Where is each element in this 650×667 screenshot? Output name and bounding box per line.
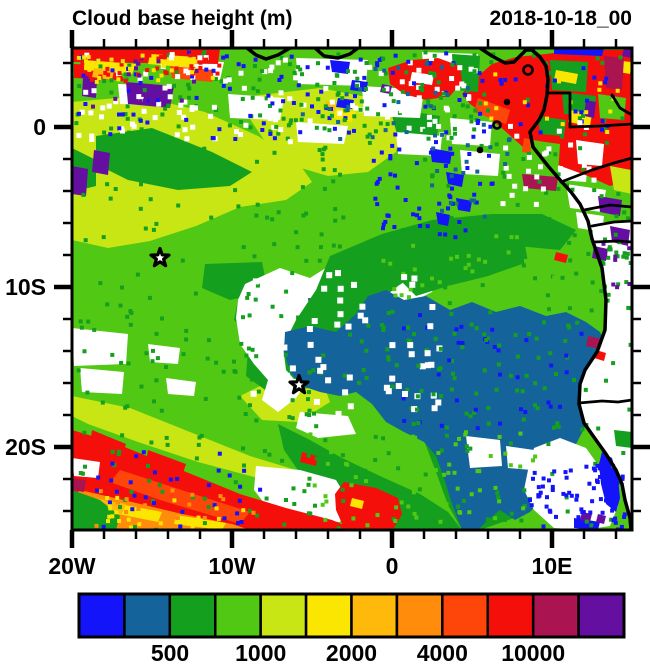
x-tick-label-20w: 20W [48, 553, 96, 579]
colorbar-label-10000: 10000 [501, 640, 565, 666]
plot-title: Cloud base height (m) [72, 7, 293, 30]
y-tick-label-0: 0 [33, 114, 46, 140]
plot-timestamp: 2018-10-18_00 [490, 7, 632, 30]
x-tick-label-10w: 10W [208, 553, 256, 579]
colorbar-label-4000: 4000 [417, 640, 468, 666]
map-field [72, 48, 632, 530]
coastline-and-borders [245, 48, 632, 530]
colorbar-label-2000: 2000 [326, 640, 377, 666]
y-axis-tick-labels: 0 10S 20S [5, 114, 46, 460]
y-tick-label-20s: 20S [5, 434, 46, 460]
colorbar-tick-labels: 500 1000 2000 4000 10000 [151, 640, 565, 666]
x-tick-label-10e: 10E [532, 553, 573, 579]
x-tick-label-0: 0 [386, 553, 399, 579]
open-star-marker [149, 246, 171, 268]
colorbar [77, 592, 626, 639]
axis-frame-and-ticks [54, 30, 650, 548]
x-axis-tick-labels: 20W 10W 0 10E [48, 553, 572, 579]
star-markers [149, 246, 310, 395]
y-tick-label-10s: 10S [5, 274, 46, 300]
open-star-marker [288, 373, 310, 395]
colorbar-label-1000: 1000 [235, 640, 286, 666]
colorbar-label-500: 500 [151, 640, 189, 666]
